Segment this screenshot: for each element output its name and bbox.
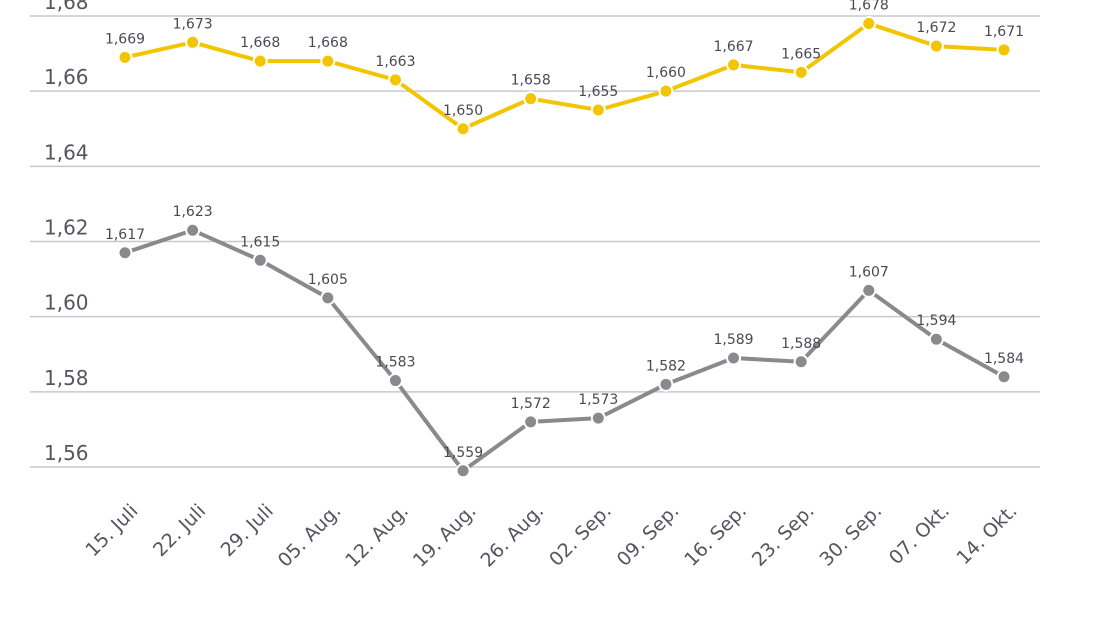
x-tick-label: 07. Okt. — [885, 500, 954, 569]
x-tick-label: 19. Aug. — [409, 500, 481, 572]
data-point — [861, 16, 877, 32]
x-tick-label: 26. Aug. — [477, 500, 549, 572]
data-point — [590, 410, 606, 426]
y-tick-label: 1,60 — [44, 291, 89, 315]
data-label: 1,663 — [375, 54, 415, 70]
data-point — [658, 83, 674, 99]
data-point — [185, 34, 201, 50]
data-label: 1,615 — [240, 234, 280, 250]
data-point — [523, 91, 539, 107]
x-tick-label: 14. Okt. — [952, 500, 1021, 569]
data-point — [185, 222, 201, 238]
data-label: 1,668 — [308, 35, 348, 51]
series-line — [123, 228, 1006, 473]
data-label: 1,669 — [105, 31, 145, 47]
data-label: 1,572 — [511, 396, 551, 412]
x-tick-label: 05. Aug. — [274, 500, 346, 572]
data-point — [658, 376, 674, 392]
y-axis-ticks: 1,56 1,58 1,60 1,62 1,64 1,66 1,68 — [44, 0, 89, 465]
x-tick-label: 16. Sep. — [680, 500, 751, 571]
data-label: 1,582 — [646, 358, 686, 374]
data-label: 1,672 — [916, 20, 956, 36]
gridlines — [30, 15, 1040, 468]
data-point — [928, 38, 944, 54]
x-tick-label: 02. Sep. — [545, 500, 616, 571]
x-tick-label: 23. Sep. — [748, 500, 819, 571]
y-tick-label: 1,62 — [44, 216, 89, 240]
series-1: 1,669 1,673 1,668 1,668 1,663 1,650 1,658 1,655… — [105, 0, 1024, 137]
data-label: 1,660 — [646, 65, 686, 81]
data-label: 1,607 — [849, 264, 889, 280]
x-tick-label: 09. Sep. — [613, 500, 684, 571]
data-label: 1,673 — [173, 16, 213, 32]
data-label: 1,650 — [443, 103, 483, 119]
data-point — [793, 64, 809, 80]
data-point — [387, 72, 403, 88]
data-label: 1,671 — [984, 24, 1024, 40]
series-group: 1,669 1,673 1,668 1,668 1,663 1,650 1,658 1,655… — [105, 0, 1024, 479]
data-point — [117, 245, 133, 261]
data-label: 1,573 — [578, 392, 618, 408]
data-point — [996, 369, 1012, 385]
data-point — [590, 102, 606, 118]
x-tick-label: 12. Aug. — [341, 500, 413, 572]
y-tick-label: 1,56 — [44, 441, 89, 465]
data-point — [455, 463, 471, 479]
data-label: 1,583 — [375, 355, 415, 371]
x-tick-label: 15. Juli — [81, 500, 142, 561]
data-point — [996, 42, 1012, 58]
data-point — [726, 57, 742, 73]
data-point — [320, 53, 336, 69]
y-tick-label: 1,68 — [44, 0, 89, 14]
data-label: 1,678 — [849, 0, 889, 14]
y-tick-label: 1,64 — [44, 140, 89, 164]
data-point — [455, 121, 471, 137]
data-point — [320, 290, 336, 306]
series-line — [123, 21, 1006, 131]
data-label: 1,668 — [240, 35, 280, 51]
data-label: 1,655 — [578, 84, 618, 100]
data-point — [387, 373, 403, 389]
data-point — [523, 414, 539, 430]
data-label: 1,605 — [308, 272, 348, 288]
x-tick-label: 22. Juli — [149, 500, 210, 561]
y-tick-label: 1,58 — [44, 366, 89, 390]
data-point — [252, 252, 268, 268]
data-point — [117, 49, 133, 65]
data-point — [252, 53, 268, 69]
x-tick-label: 29. Juli — [217, 500, 278, 561]
data-point — [928, 331, 944, 347]
data-label: 1,667 — [713, 39, 753, 55]
data-point — [861, 282, 877, 298]
data-point — [726, 350, 742, 366]
y-tick-label: 1,66 — [44, 65, 89, 89]
x-tick-label: 30. Sep. — [816, 500, 887, 571]
data-label: 1,658 — [511, 73, 551, 89]
data-label: 1,588 — [781, 336, 821, 352]
data-point — [793, 354, 809, 370]
data-label: 1,584 — [984, 351, 1024, 367]
data-label: 1,617 — [105, 227, 145, 243]
series-2: 1,617 1,623 1,615 1,605 1,583 1,559 1,572 1,573… — [105, 204, 1024, 479]
data-label: 1,623 — [173, 204, 213, 220]
data-label: 1,559 — [443, 445, 483, 461]
data-label: 1,665 — [781, 46, 821, 62]
data-label: 1,594 — [916, 313, 956, 329]
data-label: 1,589 — [713, 332, 753, 348]
